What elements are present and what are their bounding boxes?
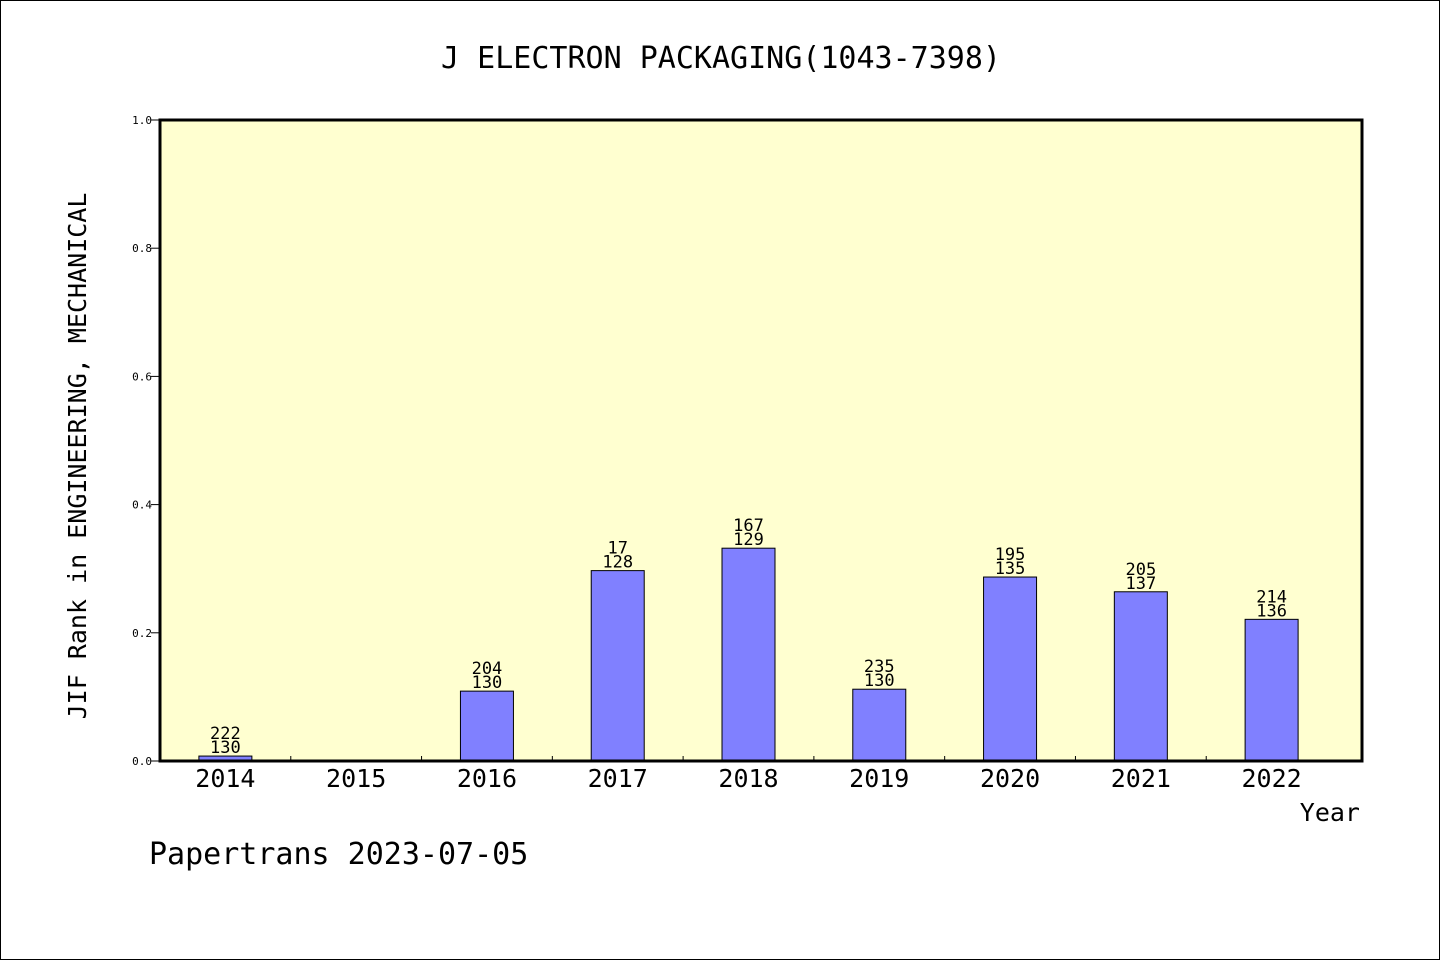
bar-label-bottom: 128 (602, 553, 633, 573)
y-tick-label: 0.8 (132, 242, 152, 255)
bar-label-top: 205 (1125, 560, 1156, 580)
y-tick-label: 0.0 (132, 755, 152, 768)
chart-title: J ELECTRON PACKAGING(1043-7398) (441, 41, 1001, 76)
bar-2020 (983, 576, 1038, 762)
bar-2019 (852, 688, 907, 762)
bar-label-top: 235 (864, 657, 895, 677)
bar-label-bottom: 130 (210, 738, 241, 758)
bar-2018 (721, 547, 776, 762)
bar-label-bottom: 129 (733, 530, 764, 550)
bar-label-bottom: 130 (472, 673, 503, 693)
x-axis: 2014 2015 2016 2017 2018 2019 2020 2021 2022 (195, 756, 1302, 793)
bar-2021 (1113, 591, 1168, 762)
x-tick-label: 2022 (1242, 764, 1302, 793)
bar-label-bottom: 130 (864, 671, 895, 691)
bar-label-bottom: 135 (995, 559, 1026, 579)
bar-2016 (459, 690, 514, 762)
x-tick-label: 2016 (457, 764, 517, 793)
x-tick-label: 2020 (980, 764, 1040, 793)
plot-frame (158, 118, 1364, 763)
bar-label-top: 17 (607, 539, 627, 559)
bar-label-top: 214 (1256, 587, 1287, 607)
bar-label-top: 167 (733, 516, 764, 536)
footer-credit: Papertrans 2023-07-05 (149, 837, 528, 872)
x-axis-label: Year (1300, 798, 1360, 827)
bar-2017 (590, 570, 645, 762)
x-tick-label: 2014 (195, 764, 255, 793)
y-axis: 0.0 0.2 0.4 0.6 0.8 1.0 (132, 114, 160, 768)
x-tick-label: 2015 (326, 764, 386, 793)
bar-label-top: 222 (210, 724, 241, 744)
bar-2022 (1244, 618, 1299, 762)
bar-label-top: 204 (472, 659, 503, 679)
x-tick-label: 2019 (849, 764, 909, 793)
y-tick-label: 1.0 (132, 114, 152, 127)
bar-label-top: 195 (995, 545, 1026, 565)
x-tick-label: 2017 (588, 764, 648, 793)
x-tick-label: 2021 (1111, 764, 1171, 793)
bar-label-bottom: 136 (1256, 601, 1287, 621)
y-tick-label: 0.4 (132, 499, 152, 512)
y-tick-label: 0.6 (132, 370, 152, 383)
y-tick-label: 0.2 (132, 627, 152, 640)
y-axis-label: JIF Rank in ENGINEERING, MECHANICAL (63, 193, 92, 720)
x-tick-label: 2018 (718, 764, 778, 793)
bar-label-bottom: 137 (1125, 574, 1156, 594)
